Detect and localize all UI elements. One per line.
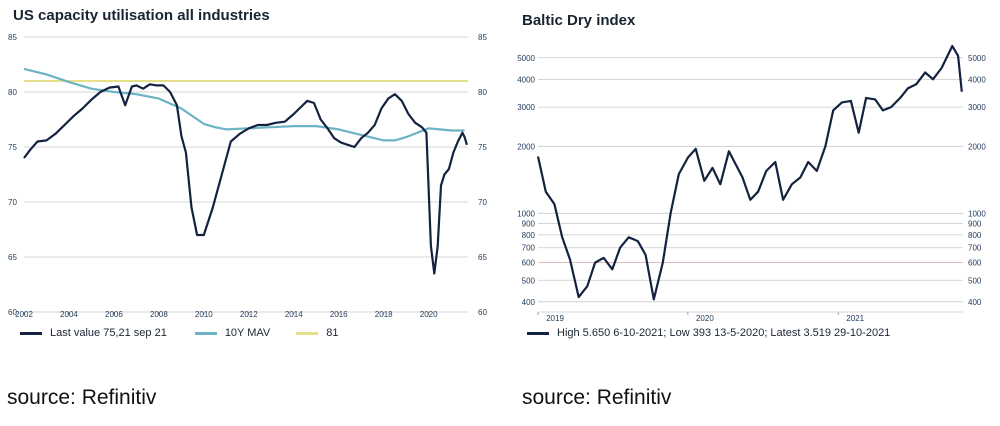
y-tick-label-left: 600	[522, 259, 536, 268]
y-tick-label-right: 5000	[968, 54, 986, 63]
baltic-chart-panel: Baltic Dry index 400 400 500 500 600 600 700 70…	[515, 0, 1000, 345]
legend: High 5.650 6-10-2021; Low 393 13-5-2020;…	[527, 327, 890, 339]
line-series-10y-mav	[23, 67, 465, 142]
y-tick-label-left: 70	[8, 198, 17, 207]
legend-swatch-10y-mav	[194, 331, 217, 335]
x-tick-label: 2018	[375, 310, 393, 319]
y-tick-label-left: 4000	[517, 75, 535, 84]
y-tick-label-right: 70	[478, 198, 487, 207]
y-tick-label-left: 80	[8, 88, 17, 97]
x-tick-label: 2002	[15, 310, 33, 319]
x-tick-label: 2020	[420, 310, 438, 319]
y-tick-label-left: 2000	[517, 142, 535, 151]
legend: Last value 75,21 sep 21 10Y MAV 81	[20, 327, 339, 339]
y-tick-label-right: 65	[478, 253, 487, 262]
y-tick-label-right: 400	[968, 298, 982, 307]
legend-label-baltic: High 5.650 6-10-2021; Low 393 13-5-2020;…	[557, 327, 891, 339]
source-note-left: source: Refinitiv	[7, 386, 157, 409]
y-tick-label-left: 500	[522, 276, 536, 285]
x-tick-label: 2020	[696, 314, 714, 323]
y-tick-label-right: 60	[478, 308, 487, 317]
y-tick-label-right: 900	[968, 219, 982, 228]
x-tick-label: 2016	[330, 310, 348, 319]
y-tick-label-right: 4000	[968, 75, 986, 84]
y-tick-label-right: 600	[968, 259, 982, 268]
y-tick-label-right: 2000	[968, 142, 986, 151]
y-tick-label-right: 800	[968, 231, 982, 240]
y-tick-label-right: 75	[478, 143, 487, 152]
legend-label-10y-mav: 10Y MAV	[224, 327, 271, 339]
y-tick-label-left: 900	[522, 219, 536, 228]
y-tick-label-left: 85	[8, 33, 17, 42]
x-tick-label: 2014	[285, 310, 303, 319]
chart-title: Baltic Dry index	[522, 12, 636, 29]
y-tick-label-left: 75	[8, 143, 17, 152]
x-tick-label: 2010	[195, 310, 213, 319]
y-tick-label-left: 65	[8, 253, 17, 262]
y-tick-label-right: 1000	[968, 209, 986, 218]
x-tick-label: 2006	[105, 310, 123, 319]
x-tick-label: 2008	[150, 310, 168, 319]
legend-swatch-baltic	[527, 331, 549, 335]
y-tick-label-right: 3000	[968, 103, 986, 112]
legend-label-81: 81	[326, 327, 339, 339]
y-tick-label-right: 80	[478, 88, 487, 97]
y-tick-label-left: 700	[522, 244, 536, 253]
y-tick-label-right: 85	[478, 33, 487, 42]
y-tick-label-left: 5000	[517, 54, 535, 63]
chart-title: US capacity utilisation all industries	[13, 7, 270, 24]
legend-swatch-81	[296, 331, 319, 335]
line-series-baltic-dry	[536, 44, 963, 301]
x-tick-label: 2021	[846, 314, 864, 323]
y-tick-label-right: 700	[968, 244, 982, 253]
capacity-chart-panel: US capacity utilisation all industries 6…	[0, 0, 490, 345]
y-tick-label-left: 1000	[517, 209, 535, 218]
y-tick-label-left: 3000	[517, 103, 535, 112]
legend-label-last-value: Last value 75,21 sep 21	[50, 327, 167, 339]
y-tick-label-left: 400	[522, 298, 536, 307]
x-tick-label: 2004	[60, 310, 78, 319]
source-note-right: source: Refinitiv	[522, 386, 672, 409]
x-tick-label: 2012	[240, 310, 258, 319]
line-series-last-value	[23, 83, 468, 275]
y-tick-label-right: 500	[968, 276, 982, 285]
y-tick-label-left: 60	[8, 308, 17, 317]
y-tick-label-left: 800	[522, 231, 536, 240]
x-tick-label: 2019	[546, 314, 564, 323]
capacity-chart-svg: 60 60 65 65 70 70 75 75 80 80 85 85 2002 2004 2006 2008…	[8, 33, 487, 319]
legend-swatch-last-value	[20, 331, 42, 335]
